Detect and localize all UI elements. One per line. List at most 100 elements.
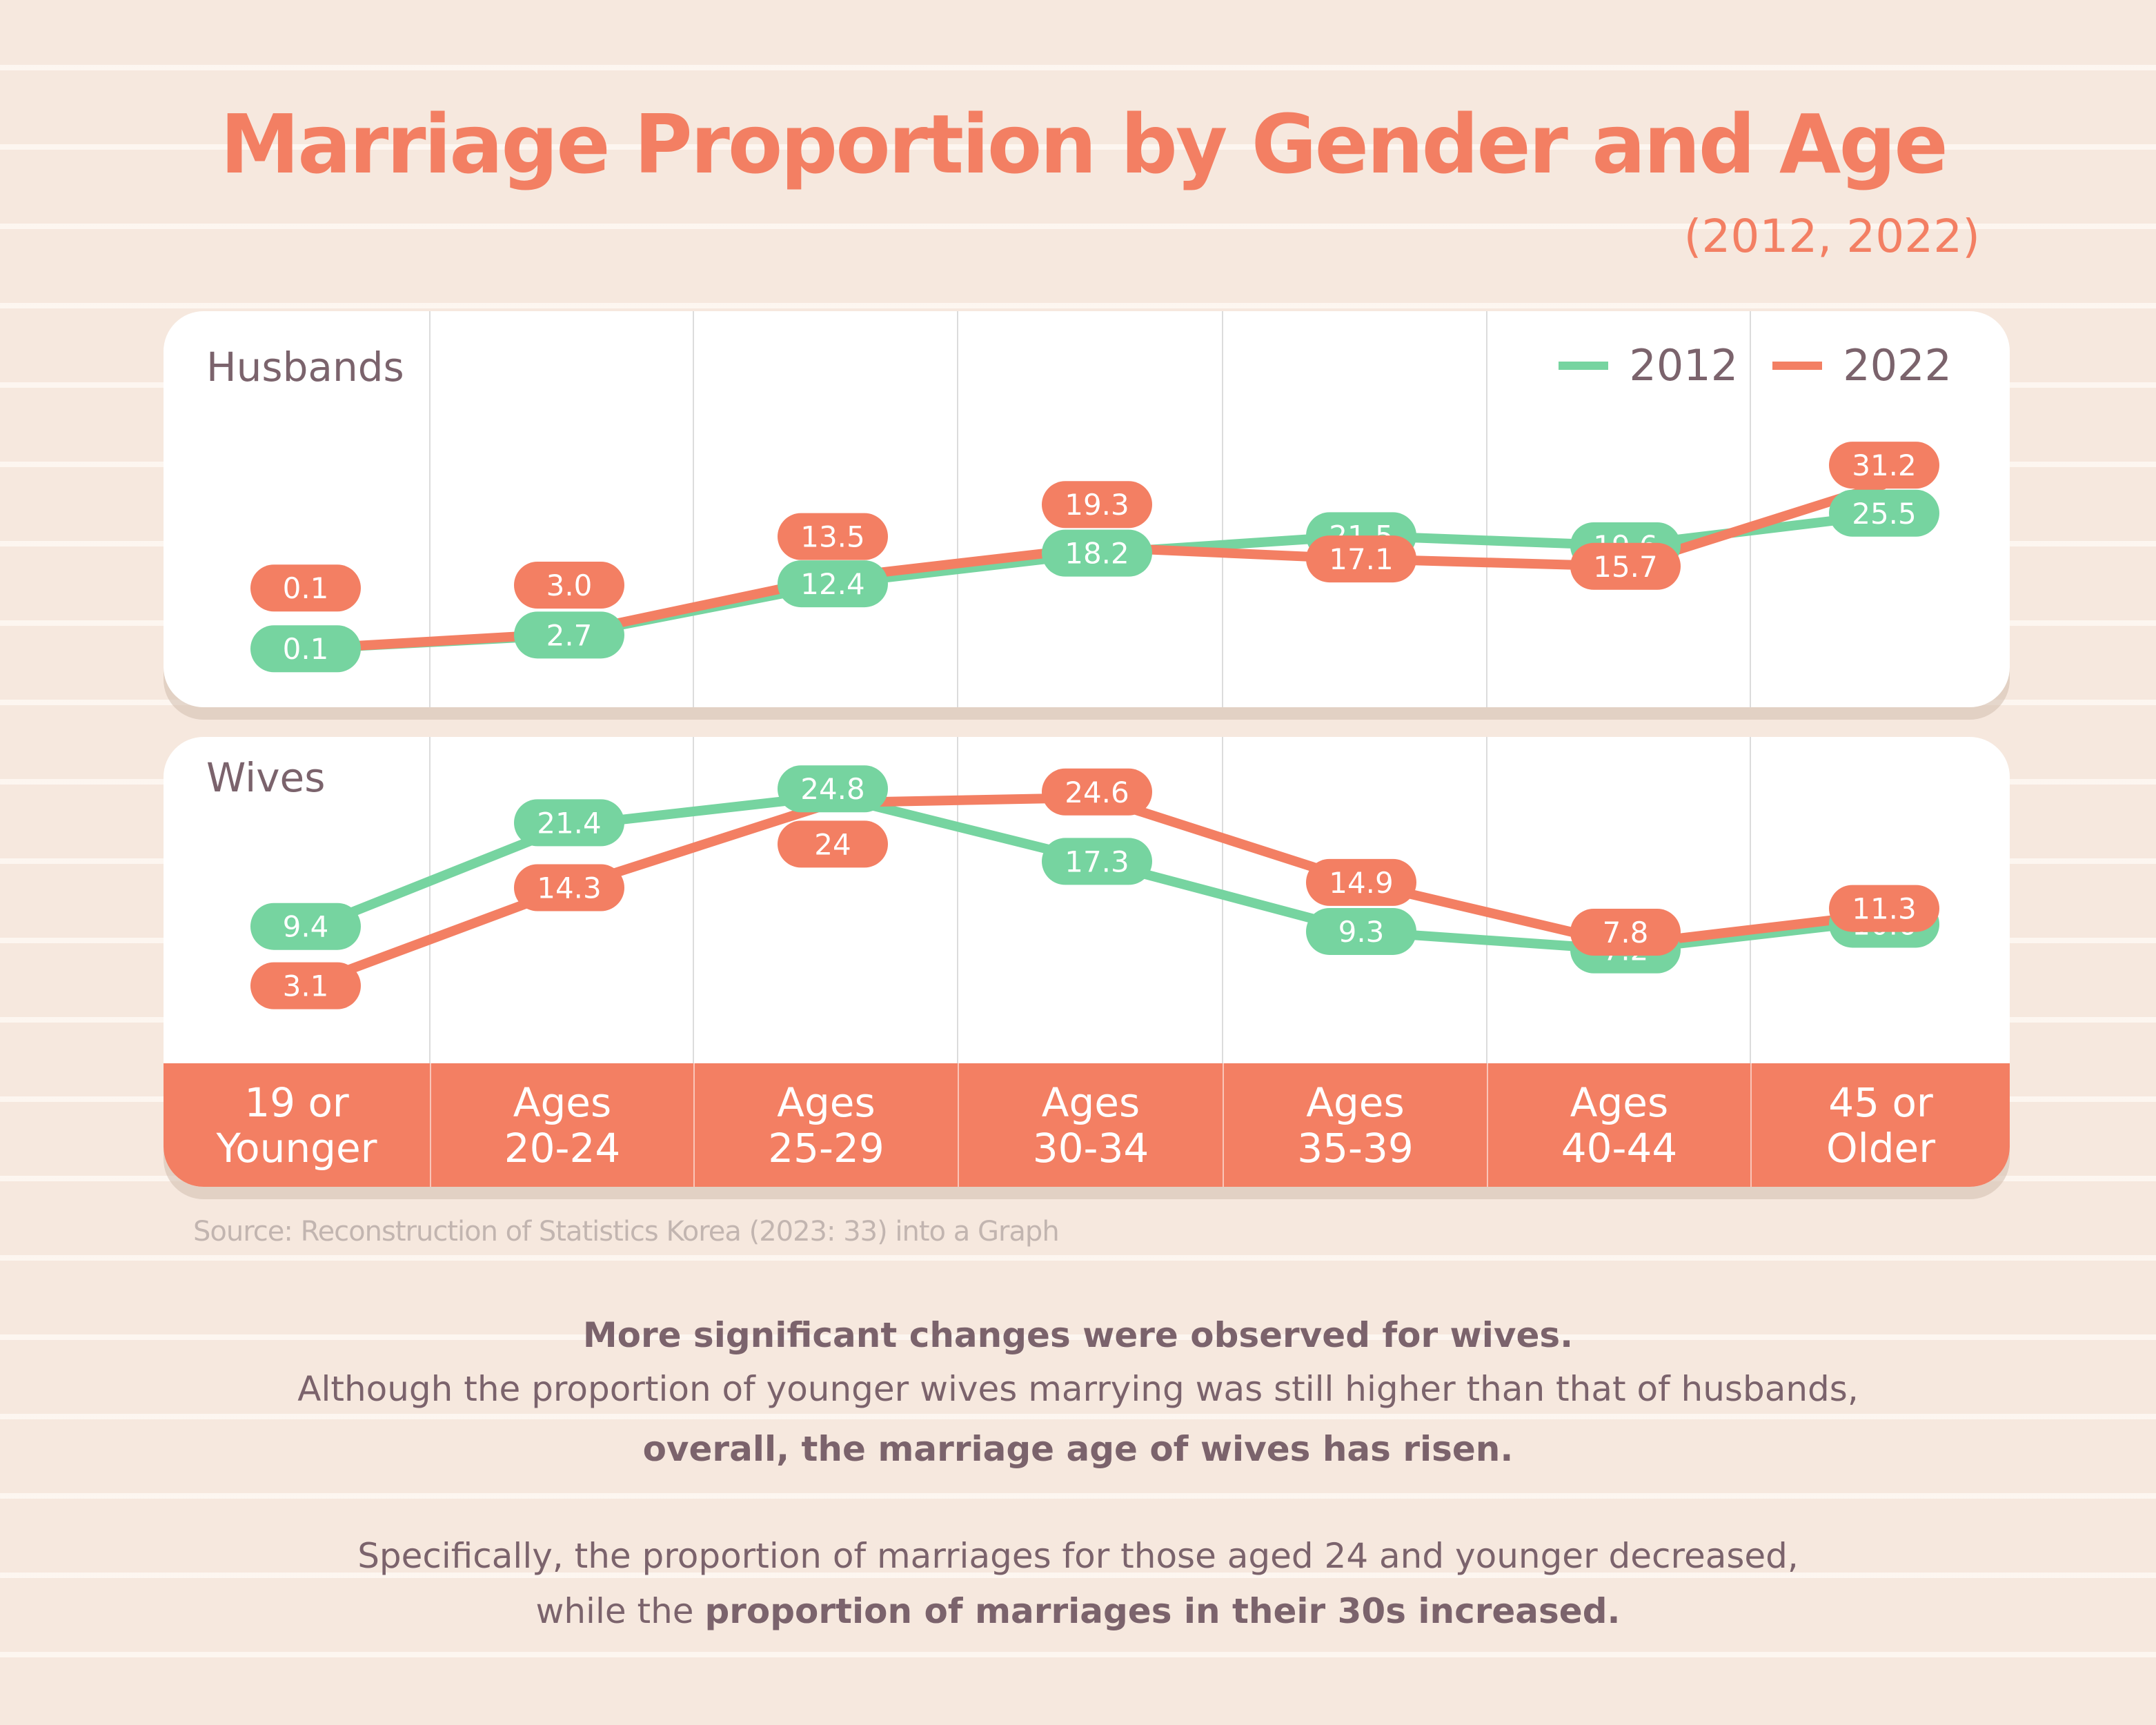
summary-headline: More significant changes were observed f… — [582, 1315, 1574, 1355]
data-label-bg — [250, 962, 361, 1009]
wives-panel-label: Wives — [206, 754, 326, 801]
husbands-panel-label: Husbands — [206, 344, 404, 391]
data-label-text: 14.9 — [1329, 866, 1394, 900]
data-label-text: 14.3 — [537, 871, 602, 905]
data-label-text: 21.4 — [537, 806, 602, 840]
data-label-2022-husbands: 15.7 — [1570, 542, 1681, 590]
data-label-2012-husbands: 2.7 — [514, 611, 624, 659]
wives-chart-card: 9.421.424.817.39.37.210.63.114.32424.614… — [164, 737, 2010, 1187]
data-label-text: 0.1 — [283, 632, 329, 666]
data-label-bg — [1042, 838, 1152, 885]
data-label-2012-wives: 21.4 — [514, 799, 624, 847]
legend-item-2022: 2022 — [1772, 344, 1952, 387]
summary-emphasis: overall, the marriage age of wives has r… — [642, 1429, 1514, 1469]
data-label-text: 24.6 — [1065, 776, 1129, 809]
source-note: Source: Reconstruction of Statistics Kor… — [193, 1216, 1060, 1248]
data-label-bg — [778, 513, 888, 560]
detail-text-2: while the proportion of marriages in the… — [0, 1594, 2156, 1628]
data-label-2022-wives: 11.3 — [1829, 885, 1939, 932]
data-label-2022-wives: 24 — [778, 820, 888, 868]
data-label-text: 3.0 — [546, 569, 593, 602]
data-label-bg — [778, 765, 888, 813]
data-label-2022-wives: 7.8 — [1570, 909, 1681, 956]
category-label: Ages 40-44 — [1487, 1063, 1750, 1187]
data-label-text: 31.2 — [1852, 448, 1917, 482]
husbands-chart: 0.12.712.418.221.519.625.50.13.013.519.3… — [250, 311, 1939, 707]
data-label-text: 25.5 — [1852, 497, 1917, 531]
data-label-text: 0.1 — [283, 571, 329, 605]
data-label-2012-wives: 9.4 — [250, 903, 361, 950]
data-label-bg — [1042, 481, 1152, 529]
data-label-bg — [250, 903, 361, 950]
detail-emphasis: proportion of marriages in their 30s inc… — [704, 1591, 1621, 1631]
data-label-text: 9.3 — [1338, 915, 1385, 949]
category-label: Ages 20-24 — [430, 1063, 693, 1187]
data-label-text: 24 — [814, 827, 851, 861]
wives-chart: 9.421.424.817.39.37.210.63.114.32424.614… — [250, 737, 1939, 1063]
legend-label-2022: 2022 — [1843, 340, 1952, 391]
husbands-chart-card: 0.12.712.418.221.519.625.50.13.013.519.3… — [164, 311, 2010, 707]
category-label: Ages 35-39 — [1223, 1063, 1487, 1187]
data-label-bg — [250, 625, 361, 673]
data-label-2022-husbands: 19.3 — [1042, 481, 1152, 529]
data-label-2022-wives: 14.3 — [514, 864, 624, 911]
data-label-text: 11.3 — [1852, 892, 1917, 926]
data-label-2022-wives: 24.6 — [1042, 768, 1152, 816]
data-label-bg — [1042, 768, 1152, 816]
data-label-text: 18.2 — [1065, 537, 1129, 571]
data-label-2012-husbands: 0.1 — [250, 625, 361, 673]
data-label-text: 9.4 — [283, 910, 329, 944]
data-label-bg — [1829, 489, 1939, 537]
data-label-text: 3.1 — [283, 969, 329, 1003]
data-label-text: 7.8 — [1603, 916, 1649, 949]
data-label-2022-husbands: 0.1 — [250, 564, 361, 612]
data-label-text: 12.4 — [800, 567, 865, 601]
data-label-text: 17.3 — [1065, 845, 1129, 878]
data-label-bg — [1829, 442, 1939, 489]
data-label-2022-husbands: 3.0 — [514, 562, 624, 609]
category-label: 19 or Younger — [216, 1078, 377, 1172]
data-label-bg — [1570, 909, 1681, 956]
data-label-2022-husbands: 13.5 — [778, 513, 888, 560]
data-label-2022-husbands: 31.2 — [1829, 442, 1939, 489]
data-label-bg — [1829, 885, 1939, 932]
page-title: Marriage Proportion by Gender and Age — [220, 97, 1948, 192]
data-label-text: 15.7 — [1593, 550, 1658, 584]
data-label-text: 13.5 — [800, 520, 865, 554]
data-label-bg — [514, 562, 624, 609]
data-label-bg — [778, 820, 888, 868]
data-label-text: 24.8 — [800, 772, 865, 806]
data-label-2012-wives: 24.8 — [778, 765, 888, 813]
data-label-2012-husbands: 25.5 — [1829, 489, 1939, 537]
category-label: Ages 25-29 — [693, 1063, 958, 1187]
data-label-text: 17.1 — [1329, 542, 1394, 576]
detail-plain: while the — [535, 1591, 705, 1631]
data-label-text: 2.7 — [546, 618, 593, 652]
data-label-bg — [514, 864, 624, 911]
data-label-2022-husbands: 17.1 — [1306, 535, 1416, 583]
data-label-bg — [1042, 529, 1152, 577]
data-label-2012-husbands: 12.4 — [778, 560, 888, 608]
legend-swatch-2012 — [1559, 362, 1609, 370]
category-label: Ages 30-34 — [958, 1063, 1223, 1187]
data-label-bg — [1306, 858, 1416, 906]
data-label-bg — [778, 560, 888, 608]
data-label-bg — [250, 564, 361, 612]
legend-item-2012: 2012 — [1559, 344, 1738, 387]
data-label-bg — [514, 799, 624, 847]
data-label-bg — [514, 611, 624, 659]
data-label-2022-wives: 14.9 — [1306, 858, 1416, 906]
page-subtitle: (2012, 2022) — [1683, 210, 1980, 263]
data-label-2012-wives: 9.3 — [1306, 907, 1416, 955]
data-label-2022-wives: 3.1 — [250, 962, 361, 1009]
legend-swatch-2022 — [1772, 362, 1823, 370]
data-label-bg — [1570, 542, 1681, 590]
summary-text: Although the proportion of younger wives… — [297, 1369, 1859, 1409]
data-label-2012-husbands: 18.2 — [1042, 529, 1152, 577]
data-label-bg — [1306, 907, 1416, 955]
data-label-text: 19.3 — [1065, 488, 1129, 522]
legend-label-2012: 2012 — [1629, 340, 1739, 391]
legend: 2012 2022 — [1524, 344, 1952, 387]
category-axis: 19 or Younger Ages 20-24 Ages 25-29 Ages… — [164, 1063, 2010, 1187]
data-label-bg — [1306, 535, 1416, 583]
